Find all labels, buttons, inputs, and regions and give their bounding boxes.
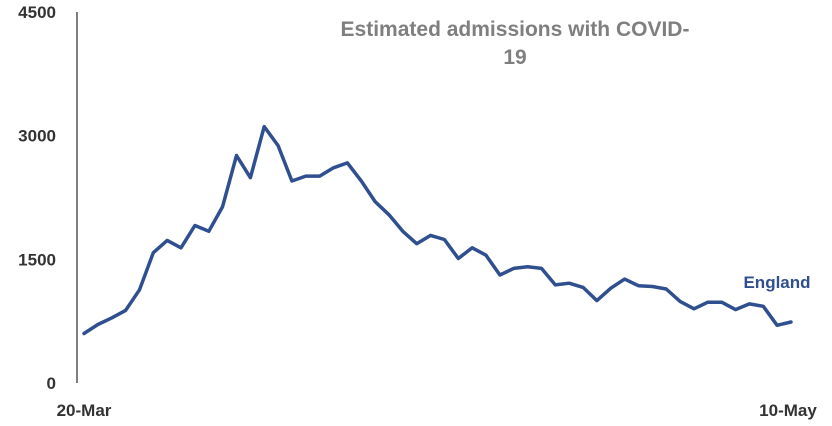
y-tick-label: 4500 — [18, 3, 56, 22]
y-tick-label: 1500 — [18, 250, 56, 269]
chart-title-line-2: 19 — [503, 46, 527, 69]
series-line-england — [82, 124, 793, 336]
chart-title-line-1: Estimated admissions with COVID- — [340, 18, 690, 41]
y-tick-label: 3000 — [18, 127, 56, 146]
series-label-england: England — [743, 273, 810, 292]
x-tick-label-start: 20-Mar — [57, 401, 112, 420]
x-tick-label-end: 10-May — [759, 401, 817, 420]
y-tick-label: 0 — [47, 374, 56, 393]
